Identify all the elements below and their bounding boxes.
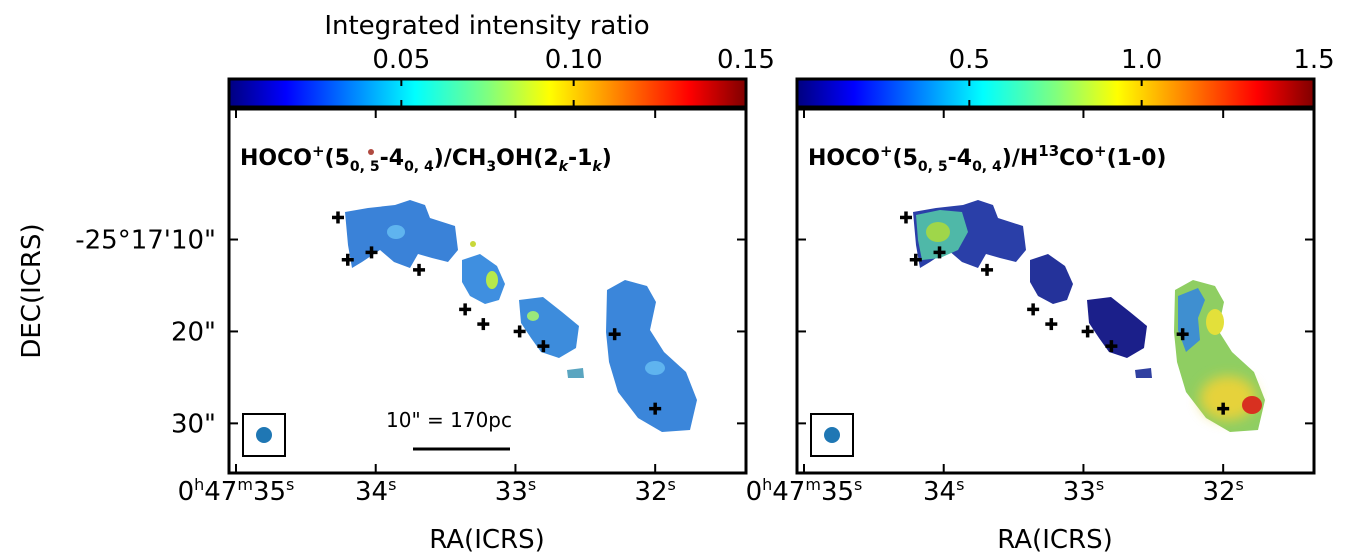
source-marker xyxy=(649,402,662,415)
beam-box-left xyxy=(242,413,286,457)
source-marker xyxy=(477,318,490,331)
emission-patch-left-1 xyxy=(486,271,498,289)
source-marker xyxy=(365,246,378,259)
source-marker xyxy=(413,263,426,276)
y-tick-labels-left: -25°17'10" 20" 30" xyxy=(75,226,216,440)
emission-patch-left-6 xyxy=(368,149,374,155)
x-tick-label: 33s xyxy=(495,475,536,507)
source-markers-left xyxy=(331,211,662,415)
source-marker xyxy=(331,211,344,224)
beam-right xyxy=(824,427,840,443)
emission-region-left-5 xyxy=(567,368,584,378)
colorbar-tick-label: 0.15 xyxy=(717,45,775,75)
source-marker xyxy=(1217,402,1230,415)
axis-ticks-left xyxy=(229,109,746,473)
colorbar-tick-label: 0.10 xyxy=(545,45,603,75)
emission-region-right-3 xyxy=(1087,297,1147,358)
right-panel: 0.5 1.0 1.5 HOCO+(50, 5-40, 4)/H13CO+(1-0) xyxy=(746,45,1335,555)
source-marker xyxy=(537,340,550,353)
colorbar-tick-label: 1.5 xyxy=(1293,45,1334,75)
colorbar-label-left: Integrated intensity ratio xyxy=(324,11,649,41)
y-tick-label: 20" xyxy=(171,317,216,347)
source-marker xyxy=(899,211,912,224)
x-axis-label-right: RA(ICRS) xyxy=(997,525,1112,555)
emission-region-right-4a xyxy=(1178,288,1205,352)
map-border-left xyxy=(227,107,748,475)
beam-left xyxy=(256,427,272,443)
emission-patch-left-4 xyxy=(645,361,665,375)
colorbar-ticks-right: 0.5 1.0 1.5 xyxy=(949,45,1335,107)
colorbar-right xyxy=(795,77,1316,109)
emission-patch-right-3 xyxy=(1206,309,1224,335)
emission-patch-right-1 xyxy=(1200,376,1256,420)
emission-patch-right-2 xyxy=(1242,396,1262,414)
x-tick-label: 0h47m35s xyxy=(178,475,295,507)
source-marker xyxy=(1081,325,1094,338)
source-marker xyxy=(981,263,994,276)
emission-patch-left-5 xyxy=(470,241,476,247)
source-marker xyxy=(1027,303,1040,316)
emission-patch-left-2 xyxy=(527,311,539,321)
beam-box-right xyxy=(810,413,854,457)
source-marker xyxy=(341,253,354,266)
source-marker xyxy=(608,328,621,341)
source-marker xyxy=(933,246,946,259)
emission-region-left-4 xyxy=(606,280,697,432)
scale-bar-label: 10" = 170pc xyxy=(386,408,512,432)
colorbar-tick-label: 0.5 xyxy=(949,45,990,75)
colorbar-tick-label: 1.0 xyxy=(1121,45,1162,75)
map-border-right xyxy=(795,107,1316,475)
colorbar-left xyxy=(227,77,748,109)
axis-ticks-right xyxy=(797,109,1314,473)
x-tick-labels-left: 0h47m35s 34s 33s 32s xyxy=(178,475,676,507)
source-marker xyxy=(459,303,472,316)
x-tick-label: 34s xyxy=(355,475,396,507)
map-label-right: HOCO+(50, 5-40, 4)/H13CO+(1-0) xyxy=(808,142,1166,175)
colorbar-tick-label: 0.05 xyxy=(372,45,430,75)
x-axis-label-left: RA(ICRS) xyxy=(429,525,544,555)
x-tick-label: 33s xyxy=(1063,475,1104,507)
source-marker xyxy=(1176,328,1189,341)
y-tick-label: -25°17'10" xyxy=(75,226,216,256)
x-tick-labels-right: 0h47m35s 34s 33s 32s xyxy=(746,475,1244,507)
left-panel: Integrated intensity ratio 0.05 0.10 0.15 xyxy=(75,11,775,555)
x-tick-label: 32s xyxy=(1202,475,1243,507)
x-tick-label: 0h47m35s xyxy=(746,475,863,507)
y-tick-label: 30" xyxy=(171,409,216,439)
colorbar-ticks-left: 0.05 0.10 0.15 xyxy=(372,45,775,107)
source-marker xyxy=(513,325,526,338)
map-label-left: HOCO+(50, 5-40, 4)/CH3OH(2k-1k) xyxy=(240,142,612,175)
source-marker xyxy=(1105,340,1118,353)
emission-region-right-2 xyxy=(1030,254,1073,304)
source-marker xyxy=(1045,318,1058,331)
emission-patch-right-4 xyxy=(926,222,950,242)
source-markers-right xyxy=(899,211,1230,415)
emission-patch-left-3 xyxy=(387,225,405,239)
source-marker xyxy=(909,253,922,266)
x-tick-label: 34s xyxy=(923,475,964,507)
x-tick-label: 32s xyxy=(634,475,675,507)
y-axis-label: DEC(ICRS) xyxy=(17,223,47,358)
emission-region-right-5 xyxy=(1135,368,1152,378)
emission-region-left-2 xyxy=(462,254,505,304)
